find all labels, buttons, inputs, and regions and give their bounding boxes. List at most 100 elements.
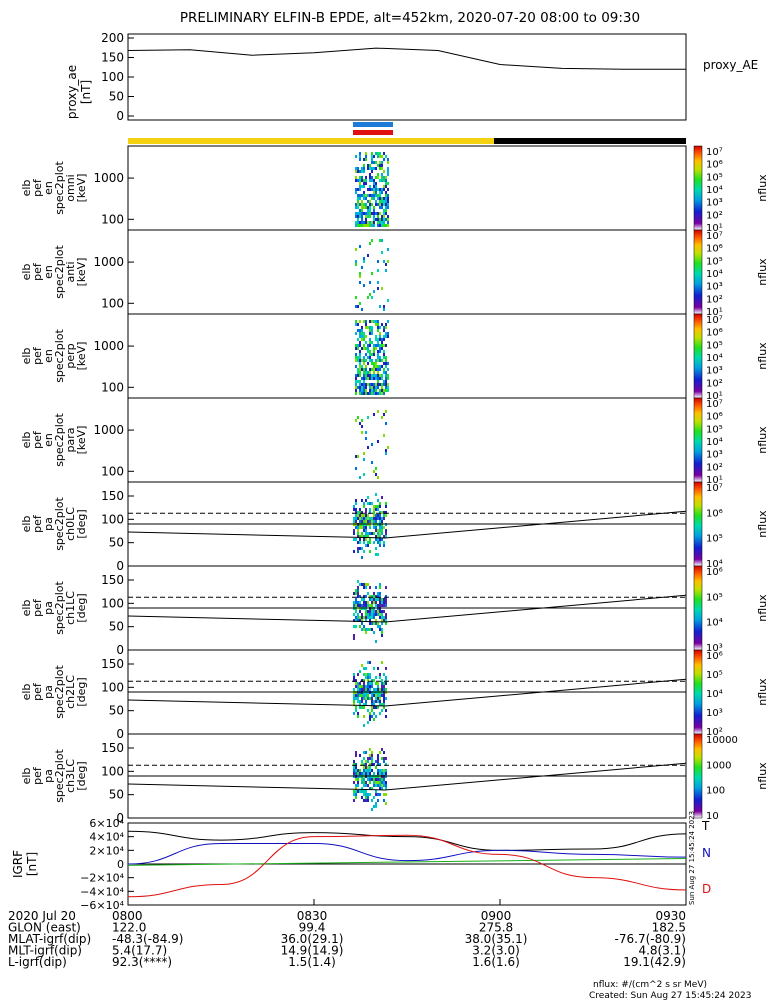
panel-anti-ylabel-line: spec2plot <box>53 245 66 299</box>
spectrogram-cell <box>381 532 383 535</box>
spectrogram-cell <box>365 616 367 619</box>
panel-ch2-ylabel-line: elb <box>20 684 33 701</box>
spectrogram-cell <box>379 383 381 386</box>
spectrogram-cell <box>375 520 377 523</box>
spectrogram-cell <box>359 422 361 425</box>
spectrogram-cell <box>369 200 371 203</box>
spectrogram-cell <box>361 215 363 218</box>
spectrogram-cell <box>385 365 387 368</box>
spectrogram-cell <box>361 266 363 269</box>
colorbar-ch0: 10⁷ 10⁶ 10⁵ 10⁴ nflux <box>693 481 769 570</box>
spectrogram-cell <box>361 619 363 622</box>
spectrogram-cell <box>383 682 385 685</box>
spectrogram-cell <box>377 598 379 601</box>
spectrogram-cell <box>387 335 389 338</box>
spectrogram-cell <box>373 350 375 353</box>
spectrogram-cell <box>383 218 385 221</box>
spectrogram-cell <box>357 694 359 697</box>
spectrogram-cell <box>377 371 379 374</box>
spectrogram-cell <box>365 377 367 380</box>
spectrogram-cell <box>359 616 361 619</box>
spectrogram-cell <box>367 520 369 523</box>
spectrogram-cell <box>379 535 381 538</box>
spectrogram-cell <box>363 763 365 766</box>
spectrogram-cell <box>363 164 365 167</box>
spectrogram-cell <box>363 338 365 341</box>
spectrogram-cell <box>365 685 367 688</box>
colorbar-tick-label: 10¹ <box>706 223 723 234</box>
spectrogram-cell <box>371 203 373 206</box>
spectrogram-cell <box>383 688 385 691</box>
spectrogram-cell <box>353 697 355 700</box>
spectrogram-cell <box>369 368 371 371</box>
spectrogram-cell <box>369 616 371 619</box>
panel-ch3-ytick-label: 0 <box>116 811 124 825</box>
spectrogram-cell <box>371 715 373 718</box>
spectrogram-cell <box>365 182 367 185</box>
spectrogram-cell <box>375 347 377 350</box>
spectrogram-cell <box>379 344 381 347</box>
spectrogram-cell <box>367 350 369 353</box>
footer-cell: 92.3(****) <box>112 955 172 969</box>
spectrogram-cell <box>363 170 365 173</box>
spectrogram-cell <box>383 335 385 338</box>
spectrogram-cell <box>377 553 379 556</box>
spectrogram-cell <box>373 206 375 209</box>
colorbar-gradient <box>693 145 703 231</box>
spectrogram-cell <box>369 712 371 715</box>
spectrogram-cell <box>357 212 359 215</box>
spectrogram-cell <box>365 320 367 323</box>
spectrogram-cell <box>367 188 369 191</box>
spectrogram-cell <box>381 374 383 377</box>
spectrogram-cell <box>373 368 375 371</box>
spectrogram-cell <box>383 203 385 206</box>
spectrogram-cell <box>369 242 371 245</box>
spectrogram-cell <box>385 410 387 413</box>
spectrogram-cell <box>373 185 375 188</box>
spectrogram-cell <box>363 520 365 523</box>
spectrogram-cell <box>375 514 377 517</box>
spectrogram-cell <box>377 769 379 772</box>
spectrogram-cell <box>363 694 365 697</box>
spectrogram-cell <box>373 688 375 691</box>
spectrogram-cell <box>371 212 373 215</box>
spectrogram-cell <box>355 766 357 769</box>
spectrogram-cell <box>375 598 377 601</box>
antiloss-cone-curve <box>127 510 687 539</box>
spectrogram-cell <box>361 167 363 170</box>
spectrogram-cell <box>379 793 381 796</box>
spectrogram-cell <box>379 389 381 392</box>
spectrogram-cell <box>385 667 387 670</box>
spectrogram-cell <box>379 511 381 514</box>
spectrogram-cell <box>385 203 387 206</box>
spectrogram-cell <box>365 544 367 547</box>
spectrogram-cell <box>383 511 385 514</box>
spectrogram-cell <box>381 634 383 637</box>
spectrogram-cell <box>379 676 381 679</box>
spectrogram-cell <box>373 514 375 517</box>
spectrogram-cell <box>383 706 385 709</box>
spectrogram-cell <box>365 365 367 368</box>
spectrogram-cell <box>381 416 383 419</box>
spectrogram-cell <box>367 604 369 607</box>
spectrogram-cell <box>371 392 373 395</box>
spectrogram-cell <box>355 260 357 263</box>
panel-ch3-ytick-label: 100 <box>101 764 124 778</box>
spectrogram-cell <box>369 754 371 757</box>
spectrogram-cell <box>367 164 369 167</box>
spectrogram-cell <box>355 296 357 299</box>
spectrogram-cell <box>369 628 371 631</box>
spectrogram-cell <box>381 200 383 203</box>
spectrogram-cell <box>365 796 367 799</box>
spectrogram-cell <box>355 616 357 619</box>
panel-ch1-ylabel-line: elb <box>20 600 33 617</box>
spectrogram-cell <box>387 167 389 170</box>
spectrogram-cell <box>379 359 381 362</box>
spectrogram-cell <box>385 422 387 425</box>
spectrogram-cell <box>377 221 379 224</box>
spectrogram-cell <box>379 161 381 164</box>
spectrogram-cell <box>361 368 363 371</box>
spectrogram-cell <box>385 356 387 359</box>
